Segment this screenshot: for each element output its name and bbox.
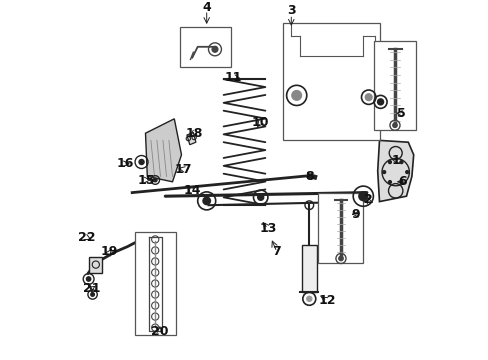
Circle shape [257, 194, 263, 200]
Text: 20: 20 [151, 325, 168, 338]
Bar [89, 257, 102, 273]
Text: 21: 21 [83, 282, 101, 294]
Circle shape [139, 159, 144, 165]
Text: 10: 10 [251, 116, 269, 129]
Text: 14: 14 [183, 184, 201, 197]
Circle shape [387, 181, 390, 184]
Text: 12: 12 [318, 294, 335, 307]
Text: 5: 5 [396, 107, 405, 120]
Bar [283, 23, 379, 140]
Text: 9: 9 [351, 208, 360, 221]
Text: 4: 4 [202, 1, 211, 14]
Bar [373, 41, 415, 130]
Text: 2: 2 [364, 193, 372, 206]
Circle shape [399, 161, 402, 163]
Circle shape [358, 192, 367, 201]
Circle shape [392, 123, 396, 127]
Text: 19: 19 [101, 246, 118, 258]
Text: 16: 16 [116, 157, 133, 170]
Text: 3: 3 [286, 4, 295, 17]
Circle shape [387, 161, 390, 163]
Bar [302, 245, 316, 292]
Circle shape [91, 293, 94, 296]
Polygon shape [377, 140, 413, 202]
Text: 22: 22 [78, 231, 95, 244]
Circle shape [153, 178, 157, 182]
Circle shape [306, 296, 311, 301]
Polygon shape [186, 132, 196, 145]
Bar [180, 27, 230, 67]
Circle shape [377, 99, 383, 105]
Text: 11: 11 [224, 71, 242, 84]
Circle shape [212, 46, 218, 52]
Polygon shape [145, 119, 181, 182]
Text: 7: 7 [272, 246, 281, 258]
Text: 6: 6 [398, 175, 407, 188]
Circle shape [405, 171, 408, 174]
Text: 1: 1 [390, 154, 399, 167]
Circle shape [338, 256, 343, 261]
Text: 17: 17 [174, 163, 192, 176]
Text: 8: 8 [305, 170, 313, 183]
Circle shape [86, 277, 91, 281]
Bar [318, 193, 363, 263]
Text: 18: 18 [185, 127, 203, 140]
Text: 13: 13 [259, 222, 276, 235]
Circle shape [291, 91, 301, 100]
Circle shape [382, 171, 385, 174]
Circle shape [399, 181, 402, 184]
Circle shape [365, 94, 371, 100]
Text: 15: 15 [138, 174, 155, 186]
Bar [134, 232, 176, 335]
Circle shape [203, 197, 210, 204]
